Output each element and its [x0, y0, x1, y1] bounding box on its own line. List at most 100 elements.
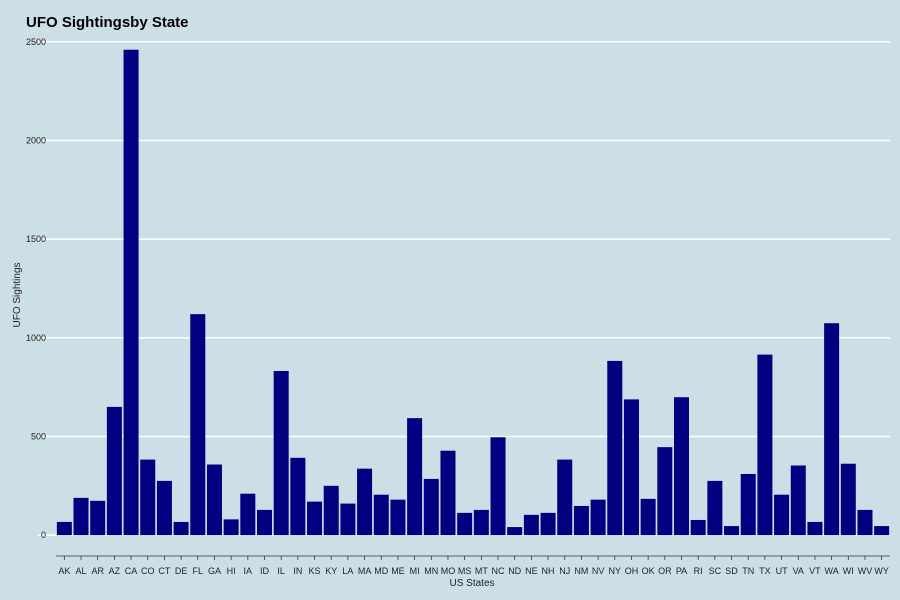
bars [56, 49, 890, 536]
x-tick-label: CA [125, 566, 138, 576]
x-tick-label: MT [475, 566, 488, 576]
x-tick-label: NC [492, 566, 505, 576]
bar-ca [123, 49, 139, 536]
bar-mi [407, 418, 423, 536]
bar-ky [323, 485, 339, 536]
bar-wi [840, 463, 856, 536]
bar-ut [774, 494, 790, 536]
y-axis-ticks: 0 500 1000 1500 2000 2500 [26, 37, 46, 540]
x-tick-label: SD [725, 566, 738, 576]
bar-va [790, 465, 806, 536]
x-tick-label: RI [694, 566, 703, 576]
bar-ia [240, 493, 256, 536]
bar-mn [423, 478, 439, 536]
bar-co [140, 459, 156, 536]
x-tick-label: PA [676, 566, 687, 576]
x-tick-label: MD [374, 566, 388, 576]
bar-ok [640, 498, 656, 536]
x-tick-label: FL [193, 566, 204, 576]
bar-vt [807, 521, 823, 536]
y-tick-label: 0 [41, 530, 46, 540]
x-tick-label: IL [277, 566, 285, 576]
x-tick-label: VT [809, 566, 821, 576]
bar-al [73, 497, 89, 536]
x-tick-label: WY [874, 566, 889, 576]
bar-ak [56, 521, 72, 536]
x-tick-label: OR [658, 566, 672, 576]
bar-wy [874, 526, 890, 536]
x-tick-label: NH [542, 566, 555, 576]
x-tick-label: NY [609, 566, 622, 576]
bar-or [657, 447, 673, 536]
bar-ms [457, 512, 473, 536]
bar-md [373, 494, 389, 536]
y-axis-label: UFO Sightings [12, 262, 23, 327]
bar-ma [357, 468, 373, 536]
x-tick-label: OH [625, 566, 639, 576]
x-tick-label: WV [858, 566, 873, 576]
bar-oh [623, 399, 639, 536]
x-tick-label: TN [742, 566, 754, 576]
x-tick-label: MI [410, 566, 420, 576]
y-tick-label: 2500 [26, 37, 46, 47]
y-tick-label: 2000 [26, 136, 46, 146]
x-tick-label: AK [58, 566, 70, 576]
bar-mo [440, 450, 456, 536]
x-tick-label: MN [424, 566, 438, 576]
x-tick-label: CO [141, 566, 155, 576]
x-tick-label: WA [825, 566, 839, 576]
bar-ct [156, 480, 172, 536]
x-tick-label: NV [592, 566, 605, 576]
bar-ga [206, 464, 222, 536]
bar-in [290, 457, 306, 536]
x-tick-label: NJ [559, 566, 570, 576]
bar-id [256, 509, 273, 536]
x-axis: AK AL AR AZ CA CO CT DE FL GA HI IA ID IL IN KS KY LA MA MD… [56, 555, 890, 576]
bar-nd [507, 527, 523, 536]
bar-tx [757, 354, 773, 536]
bar-il [273, 370, 289, 536]
x-axis-label: US States [449, 578, 494, 589]
x-tick-label: KS [309, 566, 321, 576]
x-tick-label: IA [244, 566, 253, 576]
x-tick-label: ND [508, 566, 521, 576]
bar-nj [557, 459, 573, 536]
x-tick-label: HI [227, 566, 236, 576]
bar-ny [607, 360, 623, 536]
bar-ri [690, 519, 706, 536]
bar-pa [673, 397, 690, 536]
bar-nv [590, 499, 606, 536]
bar-sc [707, 480, 723, 536]
x-tick-label: UT [776, 566, 788, 576]
bar-az [106, 406, 122, 536]
x-tick-label: VA [793, 566, 804, 576]
y-tick-label: 500 [31, 431, 46, 441]
x-tick-label: AL [76, 566, 87, 576]
x-tick-label: MS [458, 566, 472, 576]
bar-wa [824, 323, 840, 536]
x-tick-label: MO [441, 566, 456, 576]
bar-fl [190, 314, 206, 536]
x-tick-label: IN [293, 566, 302, 576]
x-tick-label: DE [175, 566, 188, 576]
x-tick-label: LA [342, 566, 353, 576]
bar-ks [307, 501, 323, 536]
x-tick-label: KY [325, 566, 337, 576]
x-tick-label: AZ [109, 566, 121, 576]
y-tick-label: 1500 [26, 234, 46, 244]
x-tick-label: NE [525, 566, 538, 576]
bar-tn [740, 473, 756, 536]
bar-de [173, 521, 189, 536]
bar-me [390, 499, 406, 536]
x-tick-label: CT [158, 566, 170, 576]
x-tick-label: AR [91, 566, 104, 576]
x-tick-label: MA [358, 566, 372, 576]
x-tick-label: ME [391, 566, 405, 576]
bar-mt [473, 509, 489, 536]
x-tick-label: ID [260, 566, 270, 576]
x-tick-label: OK [642, 566, 655, 576]
bar-wv [857, 509, 873, 536]
bar-ne [523, 514, 539, 536]
bar-la [340, 503, 356, 536]
